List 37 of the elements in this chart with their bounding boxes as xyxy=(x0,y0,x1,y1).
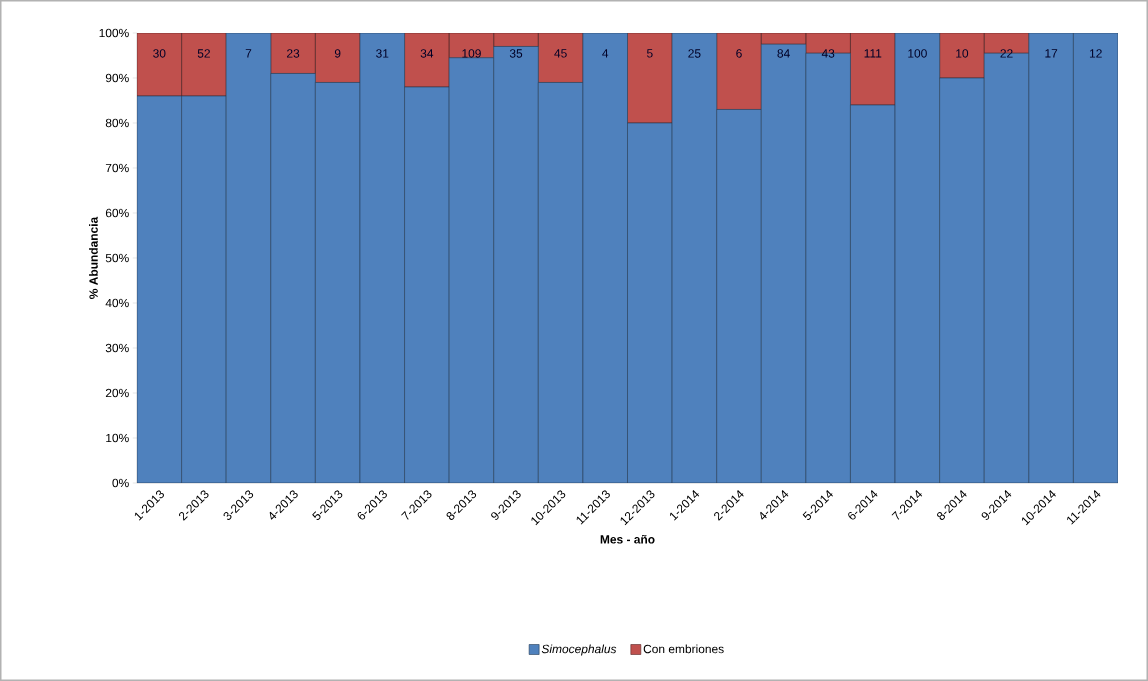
annotation: 4 xyxy=(602,49,609,58)
annotation: 17 xyxy=(1045,49,1058,58)
annotation: 30 xyxy=(153,49,166,58)
annotation: 34 xyxy=(420,49,434,58)
y-tick-label: 40% xyxy=(105,298,129,308)
annotation: 84 xyxy=(777,49,790,58)
y-tick-label: 60% xyxy=(105,208,129,218)
annotation: 35 xyxy=(509,49,523,58)
y-tick-label: 0% xyxy=(112,478,129,488)
annotation: 100 xyxy=(908,49,927,58)
annotation: 7 xyxy=(245,49,252,58)
y-tick-label: 20% xyxy=(105,388,129,398)
annotation: 12 xyxy=(1089,49,1102,58)
y-tick-label: 50% xyxy=(105,253,129,263)
annotation: 52 xyxy=(197,49,210,58)
y-tick-label: 30% xyxy=(105,343,129,353)
bar xyxy=(627,33,673,124)
y-tick-label: 100% xyxy=(99,28,129,38)
annotation: 9 xyxy=(334,49,341,58)
annotation: 111 xyxy=(864,49,882,58)
y-tick-label: 80% xyxy=(105,118,129,128)
annotation: 25 xyxy=(688,49,701,58)
y-axis-title: % Abundancia xyxy=(89,216,98,299)
y-tick-label: 90% xyxy=(105,73,129,83)
annotation: 6 xyxy=(736,49,742,58)
annotation: 31 xyxy=(376,49,389,58)
y-tick-label: 70% xyxy=(105,163,129,173)
legend-label: Con embriones xyxy=(643,644,724,654)
bar xyxy=(404,33,450,88)
annotation: 10 xyxy=(956,49,969,58)
annotation: 5 xyxy=(646,49,653,58)
x-axis-title: Mes - año xyxy=(600,534,655,544)
annotation: 109 xyxy=(462,49,481,58)
legend-label: Simocephalus xyxy=(541,644,617,656)
y-tick-label: 10% xyxy=(106,433,129,443)
annotation: 45 xyxy=(554,49,567,58)
annotation: 23 xyxy=(287,49,300,58)
